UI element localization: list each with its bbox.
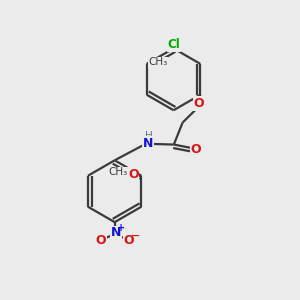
Text: −: −	[131, 231, 141, 241]
Text: O: O	[194, 97, 204, 110]
Text: N: N	[143, 137, 153, 150]
Text: O: O	[95, 234, 106, 247]
Text: CH₃: CH₃	[148, 57, 168, 68]
Text: O: O	[124, 234, 134, 247]
Text: N: N	[111, 226, 121, 239]
Text: CH₃: CH₃	[108, 167, 128, 177]
Text: H: H	[145, 131, 153, 141]
Text: +: +	[117, 223, 125, 233]
Text: O: O	[128, 168, 139, 181]
Text: O: O	[190, 143, 201, 156]
Text: Cl: Cl	[167, 38, 180, 51]
